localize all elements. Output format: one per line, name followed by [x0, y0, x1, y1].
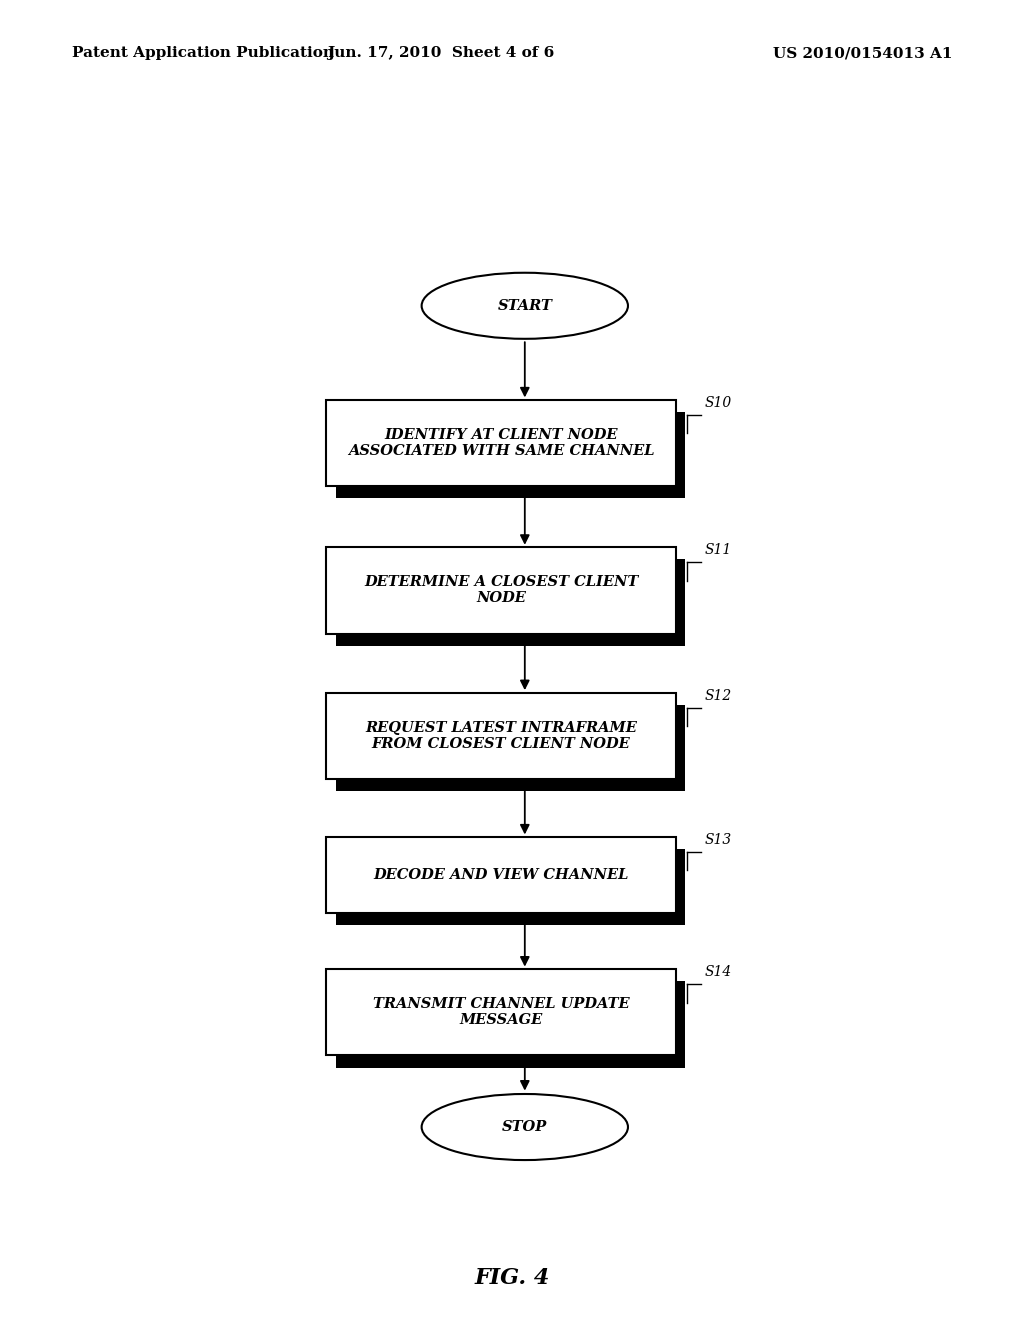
Text: STOP: STOP	[502, 1121, 548, 1134]
Text: DETERMINE A CLOSEST CLIENT
NODE: DETERMINE A CLOSEST CLIENT NODE	[364, 576, 638, 606]
FancyBboxPatch shape	[327, 693, 676, 779]
Text: S13: S13	[705, 833, 732, 847]
Text: US 2010/0154013 A1: US 2010/0154013 A1	[773, 46, 952, 61]
Text: S11: S11	[705, 544, 732, 557]
FancyBboxPatch shape	[327, 400, 676, 486]
FancyBboxPatch shape	[327, 548, 676, 634]
Text: S14: S14	[705, 965, 732, 979]
FancyBboxPatch shape	[336, 849, 685, 925]
Ellipse shape	[422, 1094, 628, 1160]
Text: Jun. 17, 2010  Sheet 4 of 6: Jun. 17, 2010 Sheet 4 of 6	[327, 46, 554, 61]
FancyBboxPatch shape	[336, 981, 685, 1068]
Text: Patent Application Publication: Patent Application Publication	[72, 46, 334, 61]
Text: FIG. 4: FIG. 4	[474, 1267, 550, 1288]
Text: S10: S10	[705, 396, 732, 411]
Text: TRANSMIT CHANNEL UPDATE
MESSAGE: TRANSMIT CHANNEL UPDATE MESSAGE	[373, 997, 630, 1027]
Text: IDENTIFY AT CLIENT NODE
ASSOCIATED WITH SAME CHANNEL: IDENTIFY AT CLIENT NODE ASSOCIATED WITH …	[348, 428, 654, 458]
Text: START: START	[498, 298, 552, 313]
Text: DECODE AND VIEW CHANNEL: DECODE AND VIEW CHANNEL	[374, 869, 629, 882]
FancyBboxPatch shape	[336, 705, 685, 791]
FancyBboxPatch shape	[336, 412, 685, 499]
Ellipse shape	[422, 273, 628, 339]
Text: S12: S12	[705, 689, 732, 702]
FancyBboxPatch shape	[336, 560, 685, 645]
FancyBboxPatch shape	[327, 969, 676, 1056]
Text: REQUEST LATEST INTRAFRAME
FROM CLOSEST CLIENT NODE: REQUEST LATEST INTRAFRAME FROM CLOSEST C…	[365, 721, 637, 751]
FancyBboxPatch shape	[327, 837, 676, 913]
